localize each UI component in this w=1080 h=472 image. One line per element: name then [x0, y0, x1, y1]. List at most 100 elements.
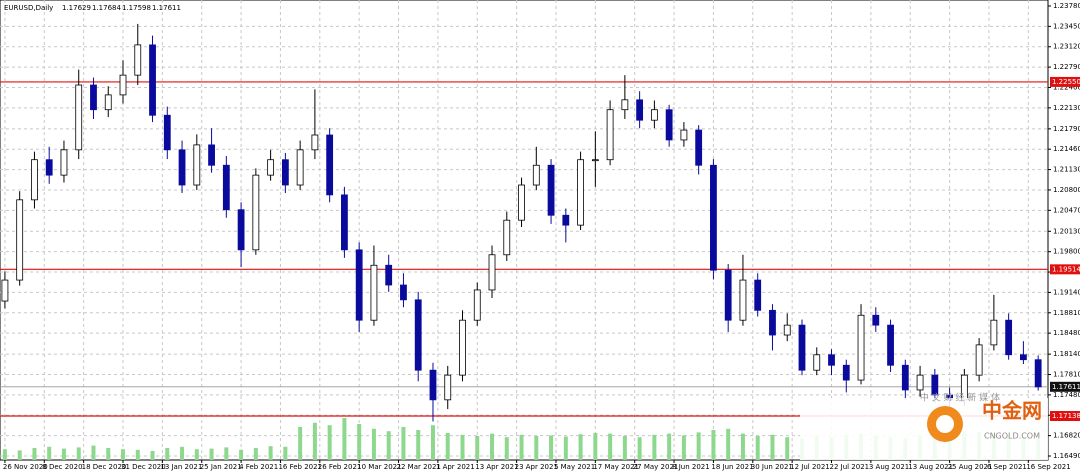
volume-bar	[386, 431, 391, 460]
volume-bar	[740, 433, 745, 460]
volume-bar	[593, 433, 598, 460]
y-tick-label: 1.20800	[1053, 186, 1080, 194]
candle-body	[724, 269, 732, 321]
volume-bar	[563, 436, 568, 460]
y-tick-label: 1.19800	[1053, 248, 1080, 256]
x-tick-label: 8 Jun 2021	[672, 463, 710, 471]
volume-bar	[91, 445, 96, 460]
levels	[0, 81, 1048, 417]
volume-bar	[696, 432, 701, 460]
candle-body	[208, 144, 215, 166]
candle-body	[577, 159, 584, 226]
candle-body	[1005, 319, 1013, 356]
volume-bar	[711, 430, 716, 460]
candle-body	[444, 374, 452, 401]
y-tick-label: 1.16490	[1053, 452, 1080, 460]
watermark-tagline: 中 文 财 经 新 媒 体	[920, 392, 1000, 404]
candle-body	[281, 159, 289, 186]
y-tick-label: 1.16820	[1053, 432, 1080, 440]
x-tick-label: 1 Apr 2021	[436, 463, 475, 471]
volume-bar	[194, 449, 199, 460]
x-tick-label: 31 Dec 2020	[121, 463, 166, 471]
x-tick-label: 13 Aug 2021	[908, 463, 953, 471]
candle-body	[901, 364, 909, 391]
x-tick-label: 16 Sep 2021	[1026, 463, 1070, 471]
level-label-box	[1050, 411, 1080, 421]
volume-bar	[475, 436, 480, 460]
header-value: 1.17611	[152, 4, 181, 12]
x-tick-label: 30 Jun 2021	[751, 463, 793, 471]
watermark: 中金网 CNGOLD.COM 中 文 财 经 新 媒 体	[800, 392, 1048, 460]
volume-bar	[121, 449, 126, 460]
candle-body	[488, 254, 496, 291]
candle-body	[769, 309, 776, 336]
volume-bar	[681, 435, 686, 460]
volume-bar	[135, 449, 140, 460]
header-value: 1.17629	[62, 4, 91, 12]
candle-body	[237, 209, 245, 251]
watermark-site: CNGOLD.COM	[984, 432, 1040, 441]
candle-body	[798, 324, 806, 371]
candle-body	[1019, 354, 1027, 361]
candle-body	[887, 324, 894, 366]
x-tick-label: 13 Jan 2021	[160, 463, 202, 471]
header-value: 1.17598	[122, 4, 151, 12]
candle-body	[90, 84, 97, 111]
y-tick-label: 1.17810	[1053, 371, 1080, 379]
candle-body	[16, 199, 24, 281]
candle-body	[370, 264, 378, 321]
candle-body	[665, 109, 673, 141]
candle-body	[710, 164, 717, 271]
candle-body	[296, 149, 304, 186]
volume-bar	[755, 436, 760, 460]
axes: 1.23780 1.23450 1.23120 1.22790 1.22460 1.221…	[3, 2, 1080, 471]
candle-body	[503, 219, 511, 256]
volume-bar	[519, 434, 524, 460]
candle-body	[975, 344, 983, 376]
candle-body	[400, 284, 407, 301]
y-tick-label: 1.21130	[1053, 166, 1080, 174]
volume-bar	[268, 446, 273, 460]
x-tick-label: 26 Nov 2020	[3, 463, 48, 471]
volume-bar	[106, 448, 111, 460]
candle-body	[754, 279, 762, 311]
candle-body	[680, 129, 688, 141]
volume-bar	[667, 433, 672, 460]
level-label: 1.22550	[1052, 78, 1080, 86]
volume-bar	[357, 424, 362, 460]
y-tick-label: 1.18810	[1053, 309, 1080, 317]
volume-bar	[622, 436, 627, 460]
volume-bar	[209, 448, 214, 460]
candle-body	[414, 299, 422, 371]
current-price-box	[1050, 381, 1080, 392]
candle-body	[1034, 359, 1042, 388]
volume-bar	[460, 434, 465, 460]
candle-body	[45, 159, 53, 176]
plot-area	[0, 0, 1049, 461]
y-tick-label: 1.18480	[1053, 329, 1080, 337]
candle-body	[636, 99, 644, 121]
candle-body	[267, 159, 275, 176]
candle-body	[532, 164, 540, 186]
volume-bar	[445, 433, 450, 460]
grid	[0, 0, 1048, 460]
candle-body	[828, 354, 835, 366]
volume-bar	[785, 437, 790, 460]
candle-body	[385, 264, 393, 286]
volume-bar	[549, 435, 554, 460]
candle-body	[252, 174, 260, 251]
candle-body	[739, 279, 747, 321]
volume-bar	[298, 427, 303, 460]
candle-body	[355, 249, 363, 321]
x-tick-label: 17 May 2021	[593, 463, 639, 471]
x-tick-label: 25 Jan 2021	[200, 463, 242, 471]
volume-bar	[608, 433, 613, 460]
header-value: 1.17684	[92, 4, 121, 12]
x-tick-label: 12 Jul 2021	[790, 463, 830, 471]
level-label-box	[1050, 264, 1080, 275]
y-tick-label: 1.23120	[1053, 43, 1080, 51]
volume-bar	[578, 434, 583, 460]
volume-bar	[17, 450, 22, 460]
